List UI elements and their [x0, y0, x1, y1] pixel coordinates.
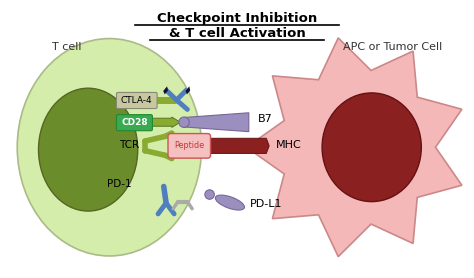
Ellipse shape — [322, 93, 421, 202]
Polygon shape — [246, 38, 462, 257]
Text: CTLA-4: CTLA-4 — [121, 96, 153, 105]
Text: CD28: CD28 — [121, 118, 148, 127]
FancyBboxPatch shape — [117, 115, 153, 131]
Ellipse shape — [17, 39, 201, 256]
Text: TCR: TCR — [118, 140, 139, 150]
Polygon shape — [163, 86, 168, 94]
Polygon shape — [184, 113, 249, 132]
Polygon shape — [185, 86, 190, 94]
Text: T cell: T cell — [52, 42, 82, 52]
Ellipse shape — [179, 117, 189, 127]
Text: MHC: MHC — [276, 140, 301, 150]
FancyBboxPatch shape — [117, 93, 157, 108]
FancyArrow shape — [151, 117, 180, 127]
Text: PD-L1: PD-L1 — [250, 199, 283, 209]
Text: & T cell Activation: & T cell Activation — [169, 27, 305, 40]
Text: Checkpoint Inhibition: Checkpoint Inhibition — [157, 12, 317, 25]
Text: B7: B7 — [258, 114, 273, 124]
Text: Peptide: Peptide — [174, 141, 204, 150]
Text: PD-1: PD-1 — [108, 179, 132, 189]
FancyArrow shape — [208, 138, 269, 153]
Text: APC or Tumor Cell: APC or Tumor Cell — [343, 42, 443, 52]
Ellipse shape — [205, 190, 214, 199]
Ellipse shape — [38, 88, 138, 211]
FancyBboxPatch shape — [168, 133, 210, 158]
Ellipse shape — [215, 195, 245, 210]
